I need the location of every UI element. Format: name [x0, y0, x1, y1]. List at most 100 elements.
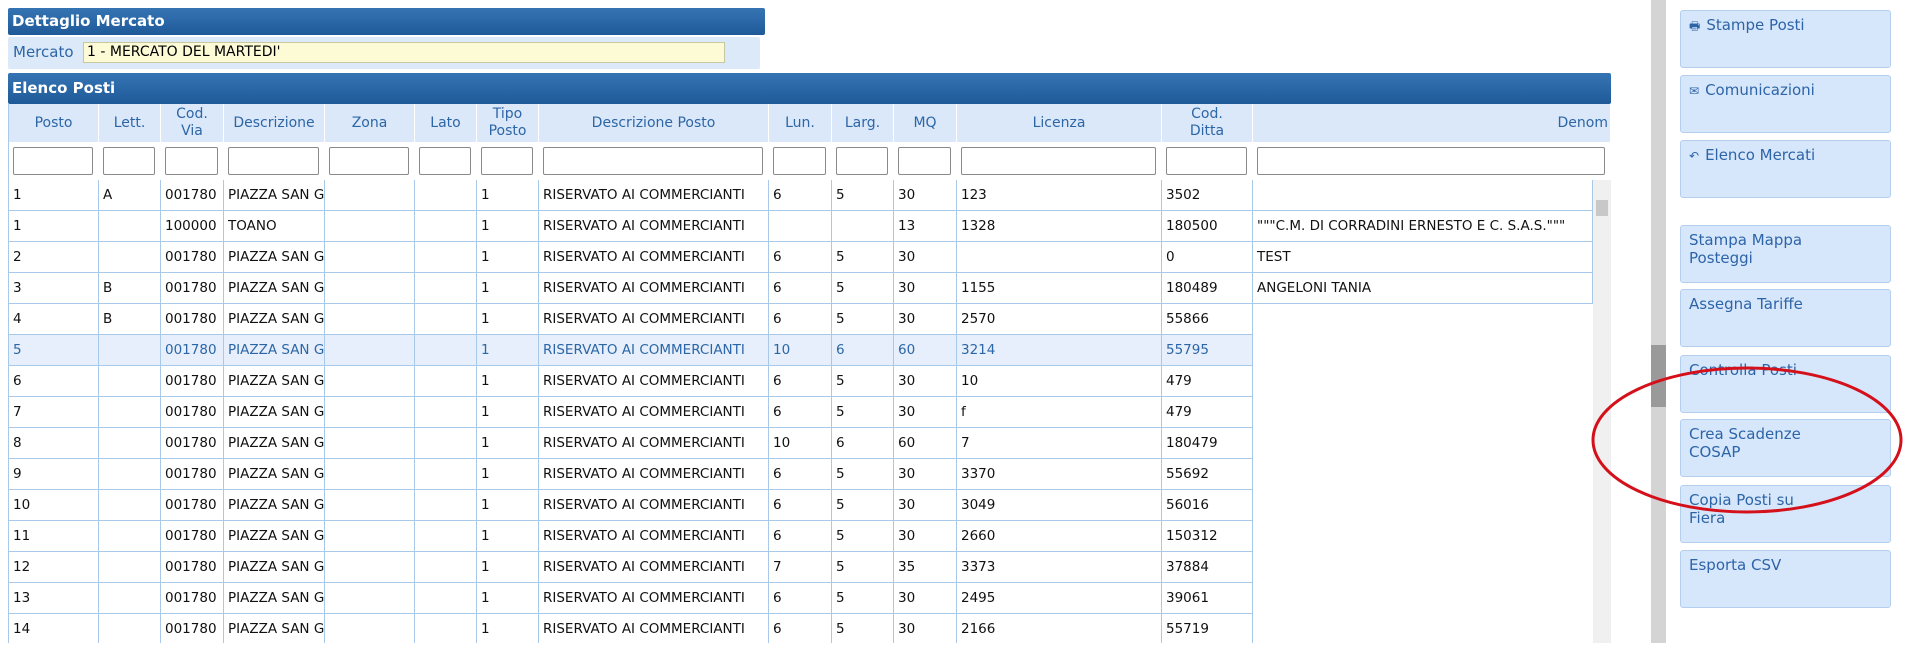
table-cell — [415, 335, 477, 366]
splitter[interactable] — [1651, 0, 1666, 643]
column-header[interactable]: Lett. — [99, 104, 161, 142]
table-cell — [957, 242, 1162, 273]
column-header[interactable]: MQ — [894, 104, 957, 142]
table-cell: RISERVATO AI COMMERCIANTI — [539, 397, 769, 428]
filter-input[interactable] — [1162, 142, 1253, 180]
table-cell: 60 — [894, 428, 957, 459]
table-cell: 100000 — [161, 211, 224, 242]
table-cell: 0 — [1162, 242, 1253, 273]
column-header[interactable]: Denom — [1253, 104, 1611, 142]
table-cell — [99, 614, 161, 643]
filter-input[interactable] — [224, 142, 325, 180]
filter-input[interactable] — [1253, 142, 1611, 180]
table-cell: f — [957, 397, 1162, 428]
filter-input[interactable] — [99, 142, 161, 180]
table-cell: 5 — [832, 583, 894, 614]
table-cell: 479 — [1162, 366, 1253, 397]
table-cell: 5 — [832, 521, 894, 552]
table-cell: 35 — [894, 552, 957, 583]
filter-input[interactable] — [769, 142, 832, 180]
action-button[interactable]: 🖶Stampe Posti — [1680, 10, 1891, 68]
table-cell: RISERVATO AI COMMERCIANTI — [539, 366, 769, 397]
column-header[interactable]: Cod. Ditta — [1162, 104, 1253, 142]
filter-input[interactable] — [539, 142, 769, 180]
table-cell: 30 — [894, 614, 957, 643]
table-cell: 5 — [832, 490, 894, 521]
table-cell — [325, 211, 415, 242]
column-header[interactable]: Descrizione — [224, 104, 325, 142]
action-button[interactable]: Esporta CSV — [1680, 550, 1891, 608]
column-header[interactable]: Zona — [325, 104, 415, 142]
table-cell — [325, 397, 415, 428]
table-cell: RISERVATO AI COMMERCIANTI — [539, 180, 769, 211]
table-cell: 1 — [477, 521, 539, 552]
table-cell — [325, 304, 415, 335]
filter-input[interactable] — [415, 142, 477, 180]
table-cell: 3502 — [1162, 180, 1253, 211]
table-cell: 1328 — [957, 211, 1162, 242]
table-cell — [325, 614, 415, 643]
table-cell — [325, 583, 415, 614]
table-cell — [99, 583, 161, 614]
table-cell — [325, 273, 415, 304]
table-cell: 10 — [957, 366, 1162, 397]
table-cell: RISERVATO AI COMMERCIANTI — [539, 304, 769, 335]
table-cell: 5 — [832, 397, 894, 428]
table: PostoLett.Cod. ViaDescrizioneZonaLatoTip… — [8, 104, 1612, 643]
table-cell: 6 — [769, 397, 832, 428]
field-value[interactable]: 1 - MERCATO DEL MARTEDI' — [83, 42, 725, 63]
action-button[interactable]: Stampa Mappa Posteggi — [1680, 225, 1891, 283]
filter-input[interactable] — [325, 142, 415, 180]
column-header[interactable]: Cod. Via — [161, 104, 224, 142]
table-cell — [325, 428, 415, 459]
column-header[interactable]: Descrizione Posto — [539, 104, 769, 142]
table-cell: 6 — [832, 335, 894, 366]
table-cell: 001780 — [161, 583, 224, 614]
action-button[interactable]: Assegna Tariffe — [1680, 289, 1891, 347]
column-header[interactable]: Larg. — [832, 104, 894, 142]
column-header[interactable]: Lato — [415, 104, 477, 142]
table-cell: 13 — [894, 211, 957, 242]
table-cell — [99, 397, 161, 428]
table-cell: PIAZZA SAN GIO — [224, 583, 325, 614]
action-button[interactable]: ↶Elenco Mercati — [1680, 140, 1891, 198]
table-cell: 001780 — [161, 490, 224, 521]
table-cell — [415, 459, 477, 490]
table-cell: 6 — [769, 459, 832, 490]
action-button[interactable]: ✉Comunicazioni — [1680, 75, 1891, 133]
column-header[interactable]: Tipo Posto — [477, 104, 539, 142]
table-cell: 1 — [9, 180, 99, 211]
table-cell — [325, 490, 415, 521]
table-cell — [99, 366, 161, 397]
filter-input[interactable] — [832, 142, 894, 180]
table-cell: 1 — [9, 211, 99, 242]
table-cell — [415, 273, 477, 304]
table-cell: 2660 — [957, 521, 1162, 552]
table-cell: 6 — [832, 428, 894, 459]
table-cell: 14 — [9, 614, 99, 643]
column-header[interactable]: Lun. — [769, 104, 832, 142]
table-cell: RISERVATO AI COMMERCIANTI — [539, 614, 769, 643]
table-cell: 55795 — [1162, 335, 1253, 366]
table-cell: 6 — [9, 366, 99, 397]
panel-title: Dettaglio Mercato — [8, 8, 765, 35]
table-cell: TEST — [1253, 242, 1593, 273]
filter-input[interactable] — [957, 142, 1162, 180]
table-cell: 7 — [9, 397, 99, 428]
table-cell: 001780 — [161, 552, 224, 583]
table-cell: RISERVATO AI COMMERCIANTI — [539, 335, 769, 366]
scroll-thumb[interactable] — [1596, 200, 1608, 216]
column-header[interactable]: Licenza — [957, 104, 1162, 142]
table-cell: ANGELONI TANIA — [1253, 273, 1593, 304]
column-header[interactable]: Posto — [9, 104, 99, 142]
filter-input[interactable] — [894, 142, 957, 180]
field-row: Mercato 1 - MERCATO DEL MARTEDI' — [8, 37, 760, 69]
table-cell — [325, 552, 415, 583]
table-cell: 7 — [957, 428, 1162, 459]
table-cell — [325, 521, 415, 552]
table-cell: 30 — [894, 242, 957, 273]
table-cell: 5 — [832, 459, 894, 490]
filter-input[interactable] — [9, 142, 99, 180]
filter-input[interactable] — [161, 142, 224, 180]
filter-input[interactable] — [477, 142, 539, 180]
